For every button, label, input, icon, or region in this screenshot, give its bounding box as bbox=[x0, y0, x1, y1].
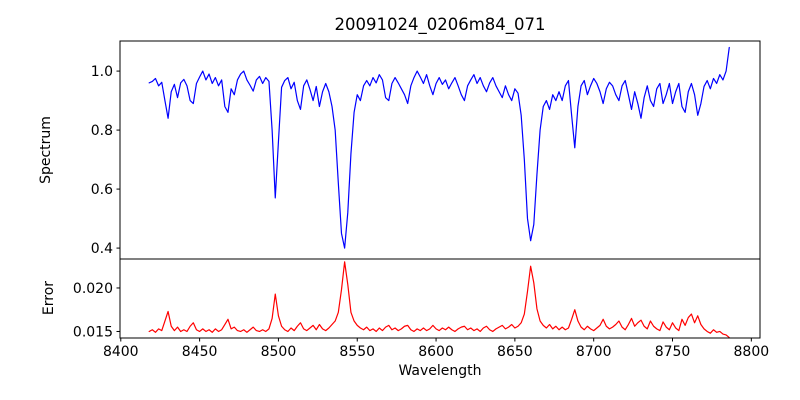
x-tick-label: 8550 bbox=[339, 344, 375, 360]
x-tick-label: 8750 bbox=[655, 344, 691, 360]
top-y-axis-label: Spectrum bbox=[38, 116, 54, 184]
chart-title: 20091024_0206m84_071 bbox=[334, 15, 545, 35]
x-tick-label: 8400 bbox=[103, 344, 139, 360]
axis-ticks: 8400 8450 8500 8550 8600 8650 8700 8750 8800 0.4 0… bbox=[73, 64, 769, 360]
error-series-line bbox=[148, 261, 730, 338]
bottom-y-tick-label: 0.020 bbox=[73, 281, 113, 297]
x-tick-label: 8700 bbox=[576, 344, 612, 360]
spectrum-series-line bbox=[148, 46, 730, 249]
top-y-tick-label: 0.4 bbox=[91, 241, 113, 257]
bottom-axes-frame bbox=[119, 258, 761, 339]
top-panel-series bbox=[148, 46, 730, 249]
x-tick-label: 8500 bbox=[261, 344, 297, 360]
top-axes-frame bbox=[119, 40, 761, 260]
x-tick-label: 8650 bbox=[497, 344, 533, 360]
x-tick-label: 8800 bbox=[734, 344, 770, 360]
top-y-tick-label: 0.8 bbox=[91, 123, 113, 139]
top-y-tick-label: 1.0 bbox=[91, 64, 113, 80]
bottom-y-tick-label: 0.015 bbox=[73, 324, 113, 340]
x-tick-label: 8600 bbox=[418, 344, 454, 360]
bottom-panel-series bbox=[148, 261, 730, 338]
x-tick-label: 8450 bbox=[182, 344, 218, 360]
bottom-y-axis-label: Error bbox=[41, 281, 57, 315]
top-y-tick-label: 0.6 bbox=[91, 182, 113, 198]
x-axis-label: Wavelength bbox=[398, 363, 481, 379]
